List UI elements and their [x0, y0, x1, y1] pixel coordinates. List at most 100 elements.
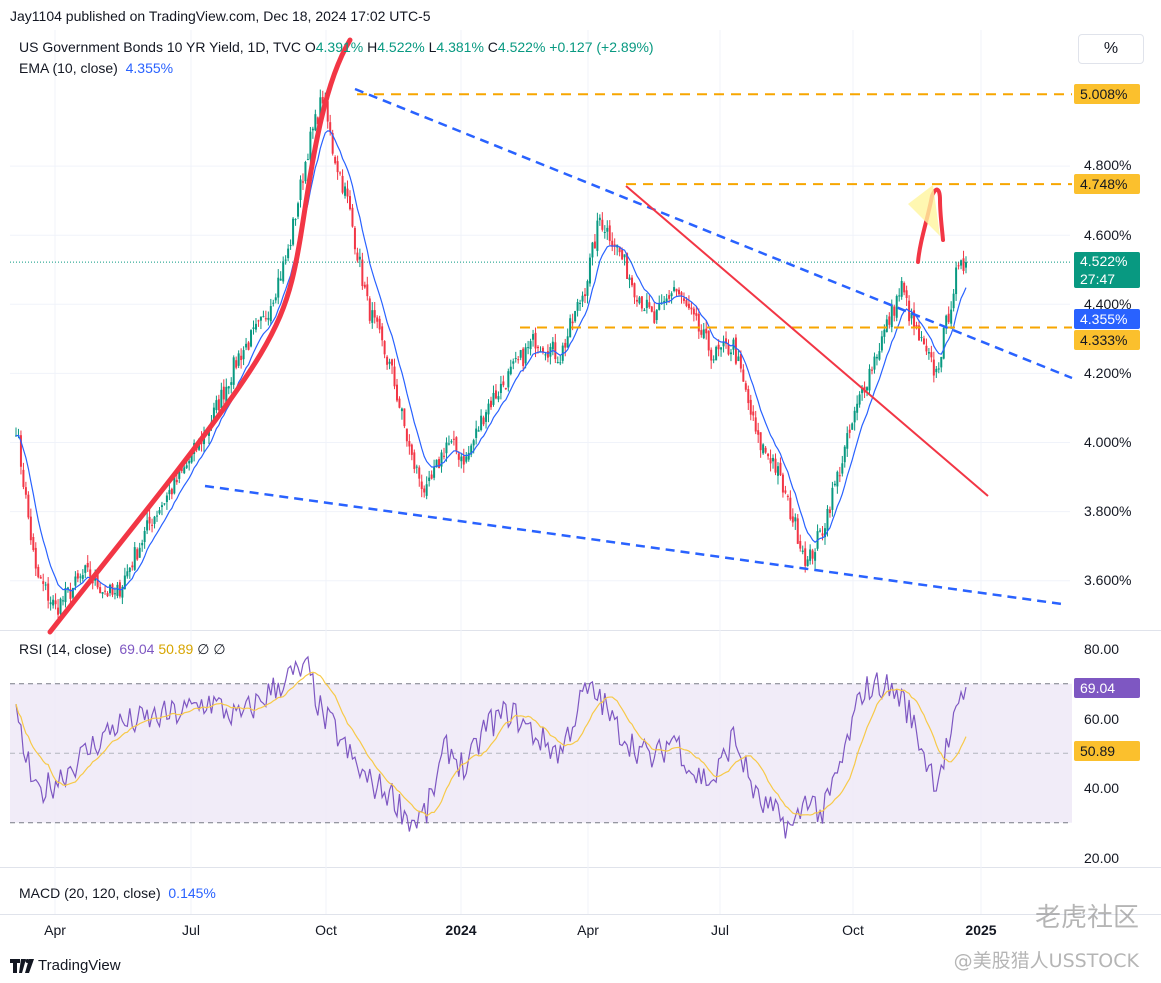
candle-body — [623, 254, 626, 258]
candle — [356, 247, 359, 263]
candle — [403, 408, 406, 429]
rsi-legend[interactable]: RSI (14, close) 69.04 50.89 ∅ ∅ — [19, 641, 226, 657]
candle — [618, 246, 621, 257]
candle — [84, 564, 87, 578]
candle — [695, 306, 698, 321]
candle-body — [339, 172, 342, 174]
candle-body — [893, 306, 896, 316]
candle-body — [799, 540, 802, 549]
candle — [532, 329, 535, 347]
candle — [62, 595, 65, 606]
candle — [165, 492, 168, 510]
candle-body — [96, 574, 99, 588]
candle — [512, 358, 515, 370]
candle-body — [450, 441, 453, 443]
rsi-tick: 60.00 — [1084, 711, 1120, 727]
candle-body — [581, 295, 584, 302]
price-tick: 4.800% — [1084, 157, 1132, 173]
candle-body — [306, 159, 309, 161]
candle — [146, 512, 149, 535]
percent-scale-button[interactable]: % — [1078, 34, 1144, 64]
candle-body — [868, 368, 871, 391]
candle-body — [504, 387, 507, 390]
ema-value: 4.355% — [125, 60, 174, 76]
candle — [932, 351, 935, 383]
candle-body — [435, 459, 438, 468]
candle-body — [272, 302, 275, 304]
candle — [922, 335, 925, 345]
watermark-line2: @美股猎人USSTOCK — [953, 950, 1139, 972]
candle — [759, 432, 762, 458]
candle-body — [690, 307, 693, 310]
ema-legend[interactable]: EMA (10, close) 4.355% — [19, 60, 174, 76]
candle-body — [329, 122, 332, 133]
candle-body — [950, 309, 953, 324]
candle — [623, 254, 626, 266]
candle — [425, 476, 428, 500]
candle — [772, 454, 775, 469]
candle-body — [640, 296, 643, 309]
candle-body — [517, 359, 520, 361]
candle — [692, 306, 695, 322]
candle-body — [160, 505, 163, 508]
candle-body — [254, 323, 257, 330]
candle-body — [190, 452, 193, 463]
candle-body — [841, 463, 844, 474]
candle-body — [183, 467, 186, 474]
candle — [465, 451, 468, 464]
candle-body — [692, 308, 695, 315]
candle-body — [383, 341, 386, 355]
candle — [611, 232, 614, 252]
candle-body — [502, 381, 505, 386]
candle-body — [442, 455, 445, 457]
candle — [440, 449, 443, 473]
candle — [955, 261, 958, 301]
red-downtrend-line — [625, 185, 989, 497]
candle — [858, 391, 861, 408]
candle — [259, 316, 262, 330]
time-tick: 2024 — [445, 922, 477, 938]
candle-body — [586, 281, 589, 296]
candle-body — [819, 530, 822, 532]
candle-body — [136, 549, 139, 560]
candle — [784, 485, 787, 495]
candle — [54, 593, 57, 610]
candle — [64, 581, 67, 608]
candle-body — [705, 328, 708, 334]
candle-body — [138, 547, 141, 558]
candle — [336, 155, 339, 180]
candle — [428, 470, 431, 487]
candle-body — [861, 388, 864, 394]
candle-body — [225, 386, 228, 403]
candle-body — [546, 351, 549, 358]
candle-body — [603, 231, 606, 233]
candle — [267, 311, 270, 326]
candle — [47, 577, 50, 609]
price-tick: 3.800% — [1084, 503, 1132, 519]
candle — [104, 585, 107, 595]
candle-body — [123, 575, 126, 590]
candle — [485, 409, 488, 429]
macd-legend[interactable]: MACD (20, 120, close) 0.145% — [19, 885, 216, 901]
candle — [895, 294, 898, 322]
candle — [509, 359, 512, 376]
candle — [442, 447, 445, 460]
candle-body — [960, 260, 963, 266]
candle — [306, 153, 309, 161]
candle-body — [932, 359, 935, 376]
candle — [744, 380, 747, 392]
price-tick: 4.200% — [1084, 365, 1132, 381]
symbol-label[interactable]: US Government Bonds 10 YR Yield, 1D, TVC — [19, 39, 301, 55]
candle-body — [42, 581, 45, 584]
tradingview-brand[interactable]: TradingView — [10, 957, 121, 974]
candle — [776, 462, 779, 485]
candle — [734, 334, 737, 366]
candle — [314, 109, 317, 132]
candle-body — [440, 452, 443, 467]
candle — [655, 309, 658, 324]
candle-body — [890, 304, 893, 328]
candle — [334, 155, 337, 165]
candle — [220, 382, 223, 413]
candle-body — [522, 348, 525, 366]
